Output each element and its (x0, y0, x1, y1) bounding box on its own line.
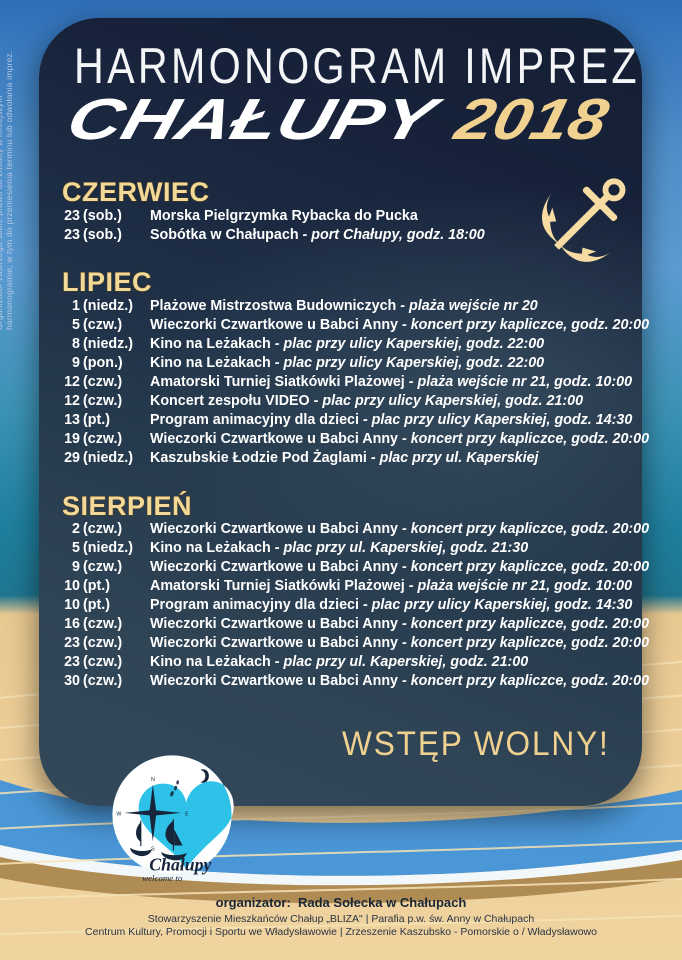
svg-text:E: E (185, 811, 189, 817)
svg-text:W: W (116, 811, 121, 817)
svg-text:N: N (151, 777, 155, 783)
svg-text:welcome to: welcome to (142, 873, 183, 883)
svg-text:Chałupy: Chałupy (149, 854, 211, 874)
